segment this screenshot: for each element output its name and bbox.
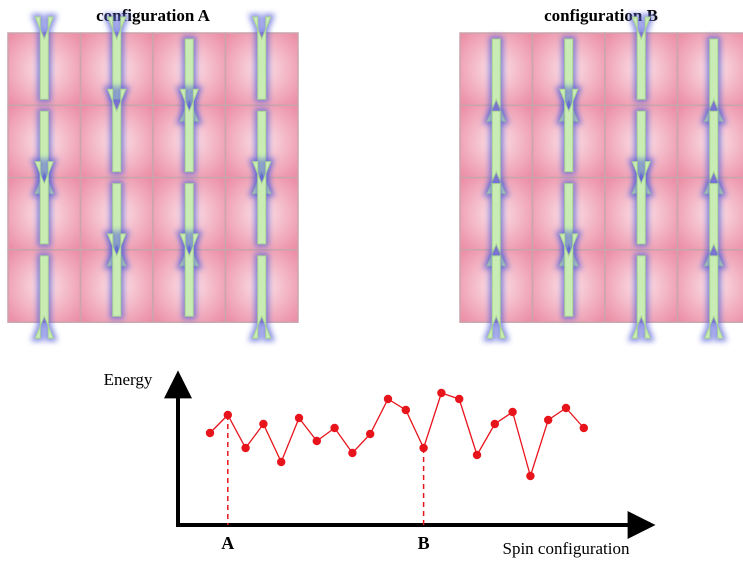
energy-point xyxy=(259,419,268,429)
energy-point xyxy=(223,410,232,420)
energy-point xyxy=(455,394,464,404)
spin-arrow xyxy=(107,233,127,317)
spin-arrow xyxy=(559,88,579,173)
energy-point xyxy=(508,407,517,417)
spin-arrow xyxy=(252,161,272,245)
spin-arrow xyxy=(704,255,724,339)
energy-point xyxy=(579,423,588,433)
energy-point xyxy=(490,419,499,429)
spin-grids xyxy=(7,14,743,342)
spin-arrow xyxy=(179,183,199,267)
energy-point xyxy=(561,403,571,413)
energy-point xyxy=(241,443,250,453)
energy-point xyxy=(544,415,553,425)
spin-arrow xyxy=(559,233,579,317)
spin-arrow xyxy=(34,16,54,100)
spin-arrow xyxy=(559,183,579,267)
spin-arrow xyxy=(107,183,127,267)
spin-arrow xyxy=(179,88,199,173)
spin-arrow xyxy=(486,110,506,195)
marker-label: B xyxy=(418,533,430,553)
spin-arrow xyxy=(486,38,506,122)
spin-arrow xyxy=(486,183,506,267)
energy-point xyxy=(348,448,357,458)
spin-arrow xyxy=(486,255,506,339)
spin-arrow xyxy=(704,110,724,195)
energy-point xyxy=(401,405,410,415)
energy-point xyxy=(472,450,482,460)
energy-point xyxy=(205,428,215,438)
spin-arrow xyxy=(631,110,651,195)
spin-arrow xyxy=(631,161,651,245)
energy-point xyxy=(330,423,339,433)
spin-arrow xyxy=(34,255,54,339)
spin-arrow xyxy=(704,183,724,267)
energy-plot: Energy Spin configuration A B xyxy=(104,370,656,558)
spin-arrow xyxy=(107,16,127,100)
spin-arrow xyxy=(631,255,651,339)
spin-arrow xyxy=(631,16,651,100)
energy-point xyxy=(383,394,393,404)
spin-arrow xyxy=(704,38,724,122)
energy-point xyxy=(312,436,321,446)
spin-arrow xyxy=(107,88,127,173)
marker-label: A xyxy=(221,533,234,553)
energy-point xyxy=(366,429,375,439)
spin-arrow xyxy=(179,38,199,122)
spin-arrow xyxy=(34,161,54,245)
energy-point xyxy=(277,457,286,467)
spin-arrow xyxy=(179,233,199,317)
spin-arrow xyxy=(252,255,272,339)
energy-line xyxy=(209,392,585,479)
spin-arrow xyxy=(252,16,272,100)
spin-arrow xyxy=(34,110,54,195)
energy-point xyxy=(294,413,304,423)
energy-point xyxy=(419,443,428,453)
y-axis-label: Energy xyxy=(104,370,153,389)
x-axis-label: Spin configuration xyxy=(502,539,630,558)
config-title: configuration B xyxy=(544,6,658,25)
energy-point xyxy=(437,388,446,398)
energy-point xyxy=(526,471,535,481)
spin-arrow xyxy=(559,38,579,122)
spin-arrow xyxy=(252,110,272,195)
